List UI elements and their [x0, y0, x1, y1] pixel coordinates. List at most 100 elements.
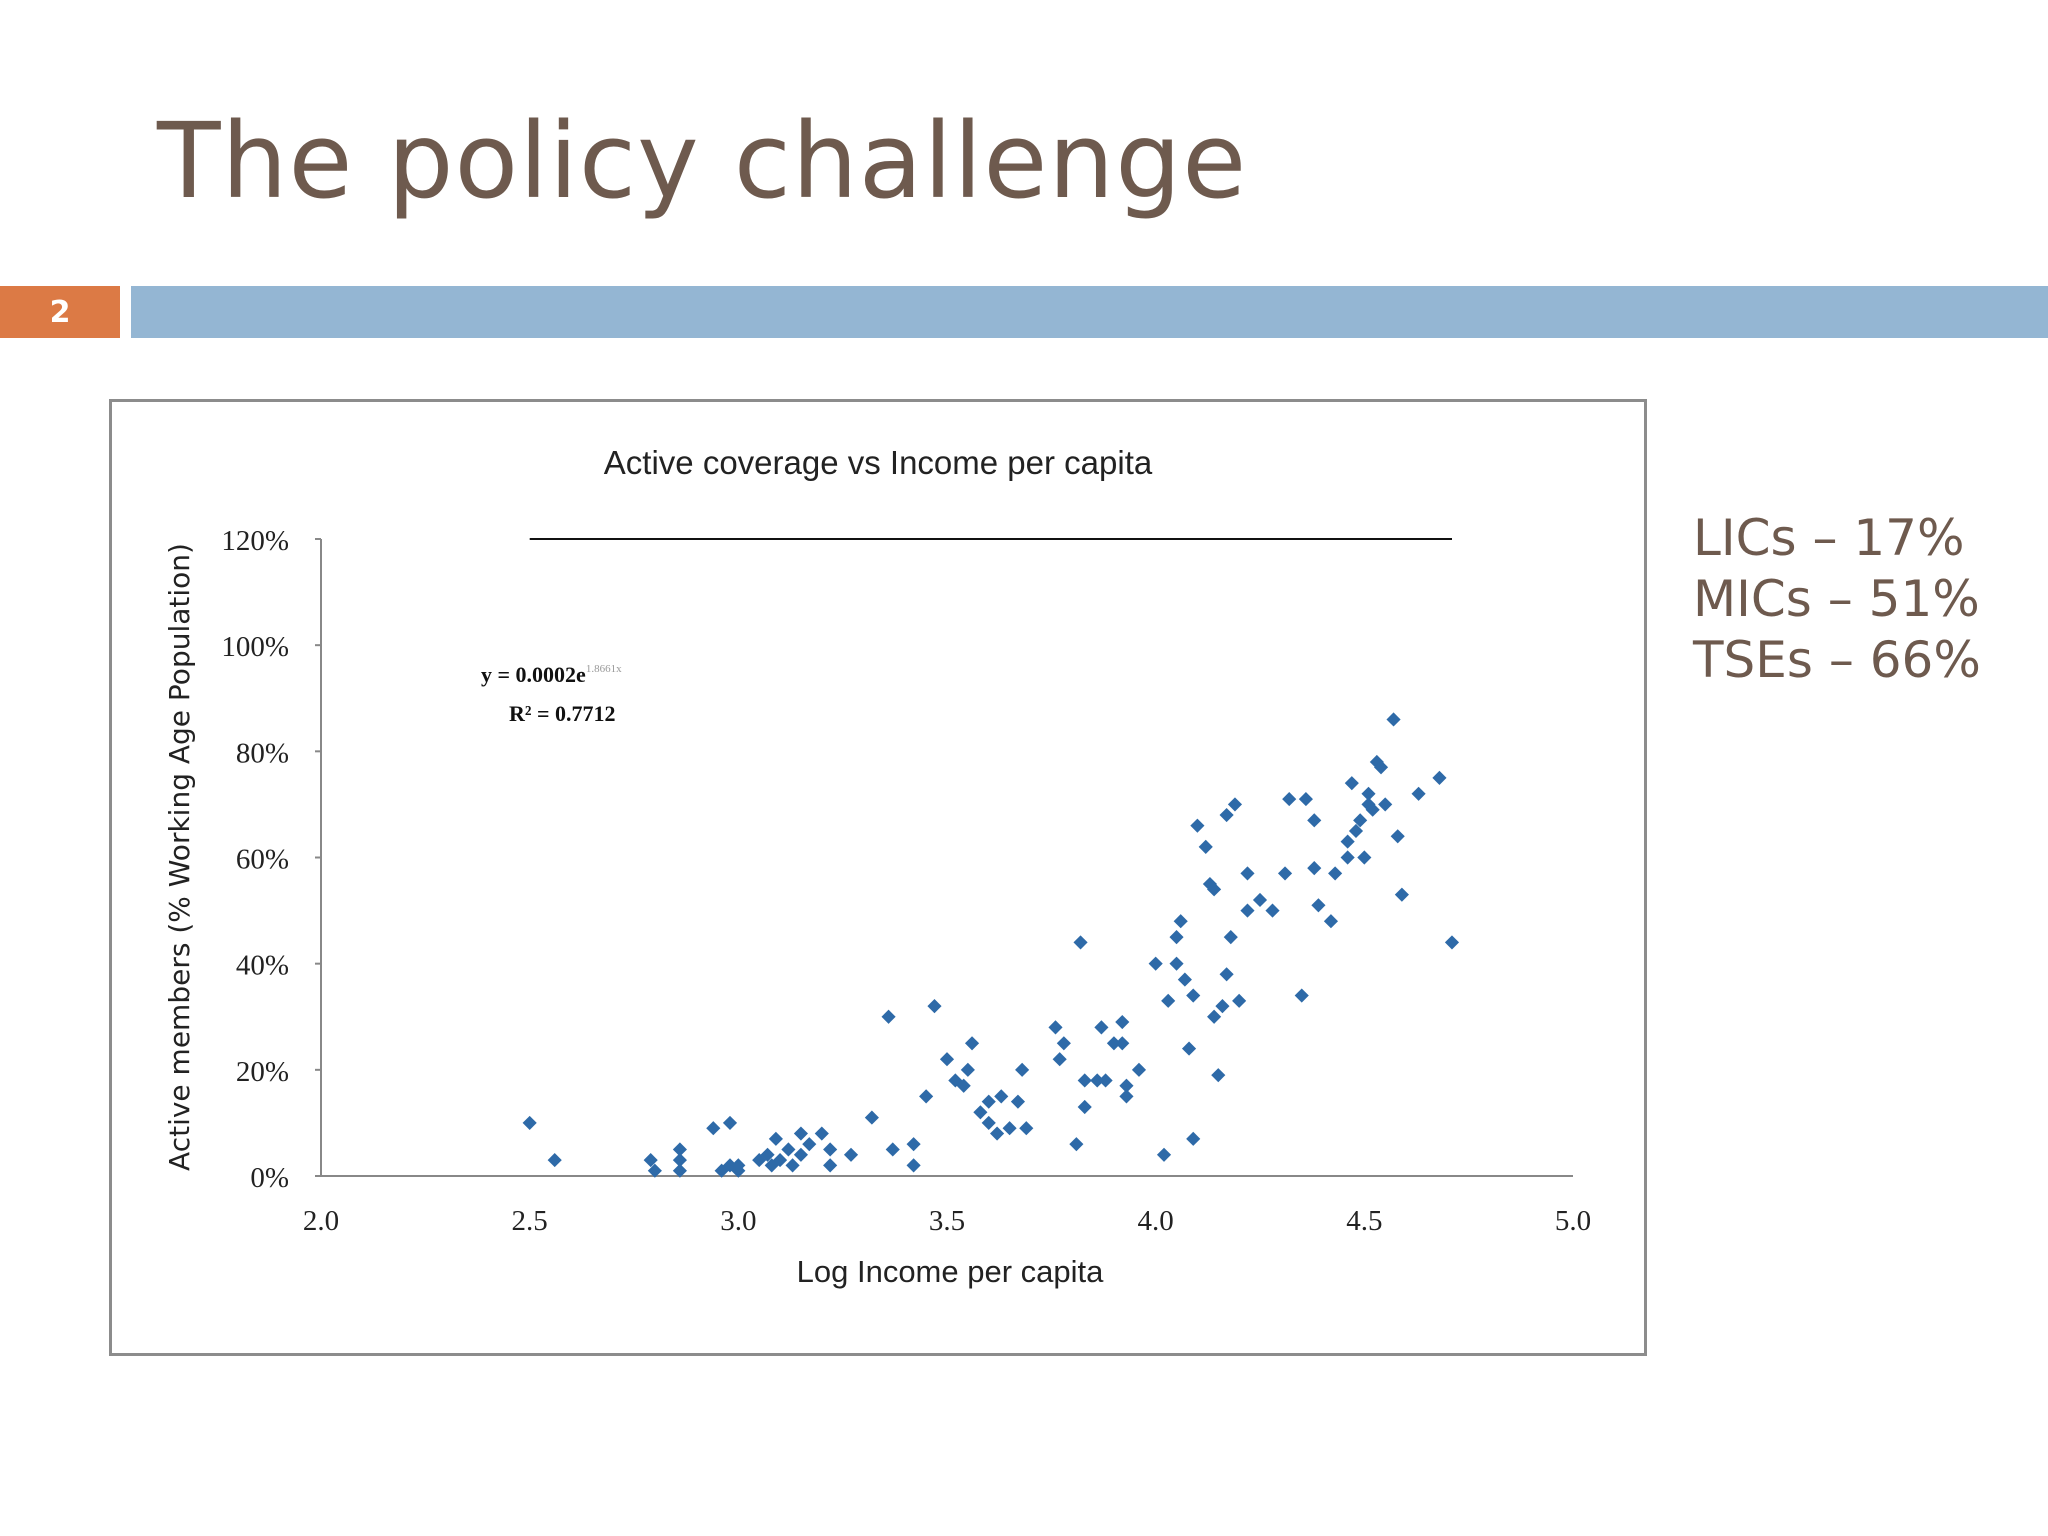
- data-point: [731, 1158, 746, 1173]
- data-points: [522, 712, 1460, 1178]
- data-point: [1411, 786, 1426, 801]
- x-tick-label: 3.5: [929, 1205, 965, 1237]
- data-point: [1048, 1020, 1063, 1035]
- data-point: [981, 1094, 996, 1109]
- stat-tses: TSEs – 66%: [1693, 631, 1981, 689]
- data-point: [1207, 1009, 1222, 1024]
- data-point: [1265, 903, 1280, 918]
- x-tick-label: 2.0: [303, 1205, 339, 1237]
- x-tick-label: 3.0: [720, 1205, 756, 1237]
- data-point: [1252, 892, 1268, 908]
- stat-lics: LICs – 17%: [1693, 509, 1965, 567]
- data-point: [793, 1126, 809, 1141]
- stat-mics: MICs – 51%: [1693, 570, 1980, 628]
- data-point: [814, 1126, 829, 1141]
- scatter-chart: Active coverage vs Income per capita Log…: [163, 444, 1591, 1289]
- data-point: [1052, 1052, 1067, 1067]
- data-point: [960, 1062, 975, 1077]
- data-point: [772, 1153, 788, 1168]
- data-point: [522, 1115, 537, 1130]
- data-point: [706, 1121, 721, 1136]
- data-point: [781, 1142, 796, 1157]
- data-point: [672, 1163, 687, 1178]
- y-axis-label: Active members (% Working Age Population…: [163, 543, 196, 1171]
- data-point: [1156, 1147, 1172, 1162]
- data-point: [1432, 770, 1447, 785]
- data-point: [1311, 898, 1326, 913]
- data-point: [643, 1153, 658, 1168]
- data-point: [768, 1131, 783, 1146]
- data-point: [1227, 797, 1243, 812]
- data-point: [906, 1158, 921, 1173]
- data-point: [981, 1115, 996, 1130]
- data-point: [1282, 792, 1297, 807]
- data-point: [1240, 866, 1255, 881]
- data-point: [1069, 1137, 1084, 1152]
- data-point: [927, 999, 942, 1014]
- data-point: [1348, 823, 1364, 839]
- data-point: [1344, 776, 1359, 791]
- data-point: [843, 1147, 859, 1162]
- data-point: [1131, 1062, 1147, 1077]
- axes: 0% 20% 40% 60% 80% 100% 120% 2.0 2.5 3.0 3.5 4.0 4.5…: [221, 525, 1591, 1237]
- data-point: [1161, 993, 1176, 1008]
- data-point: [864, 1110, 879, 1125]
- coverage-stats: LICs – 17% MICs – 51% TSEs – 66%: [1693, 508, 1981, 691]
- data-point: [1307, 861, 1322, 876]
- data-point: [1340, 850, 1355, 865]
- data-point: [939, 1052, 955, 1067]
- data-point: [1094, 1020, 1109, 1035]
- x-tick-label: 4.5: [1346, 1205, 1382, 1237]
- data-point: [1056, 1036, 1071, 1051]
- data-point: [1365, 802, 1380, 817]
- r-squared-label: R² = 0.7712: [509, 701, 616, 726]
- y-tick-label: 80%: [236, 737, 289, 769]
- data-point: [1298, 792, 1313, 807]
- data-point: [919, 1089, 934, 1104]
- data-point: [760, 1147, 775, 1162]
- y-tick-label: 40%: [236, 950, 289, 982]
- data-point: [1077, 1099, 1092, 1115]
- data-point: [1223, 930, 1238, 945]
- data-point: [1240, 903, 1255, 918]
- chart-frame: Active coverage vs Income per capita Log…: [109, 399, 1647, 1356]
- data-point: [973, 1105, 988, 1120]
- data-point: [1277, 866, 1293, 881]
- data-point: [1177, 972, 1192, 987]
- data-point: [1353, 813, 1368, 828]
- equation-exponent: 1.8661x: [586, 663, 622, 675]
- y-tick-label: 20%: [236, 1056, 289, 1088]
- header-bar: [131, 286, 2048, 338]
- data-point: [1190, 818, 1205, 833]
- data-point: [1232, 993, 1247, 1008]
- data-point: [823, 1142, 838, 1157]
- slide-number: 2: [0, 286, 120, 338]
- data-point: [1115, 1036, 1130, 1051]
- y-tick-label: 120%: [221, 525, 289, 557]
- data-point: [1002, 1121, 1017, 1136]
- y-tick-label: 100%: [221, 631, 289, 663]
- slide-title: The policy challenge: [157, 100, 1248, 222]
- data-point: [785, 1158, 800, 1173]
- data-point: [1211, 1068, 1226, 1083]
- chart-title: Active coverage vs Income per capita: [604, 444, 1153, 481]
- data-point: [1173, 914, 1188, 929]
- x-tick-label: 2.5: [512, 1205, 548, 1237]
- data-point: [1390, 829, 1405, 844]
- data-point: [956, 1078, 971, 1093]
- data-point: [1198, 839, 1213, 854]
- data-point: [1207, 882, 1222, 897]
- data-point: [885, 1142, 900, 1157]
- data-point: [1148, 956, 1163, 971]
- data-point: [1098, 1073, 1113, 1088]
- data-point: [802, 1137, 817, 1152]
- data-point: [1444, 935, 1460, 950]
- data-point: [1294, 988, 1309, 1003]
- data-point: [547, 1153, 562, 1168]
- data-point: [1119, 1089, 1134, 1104]
- data-point: [1181, 1041, 1197, 1056]
- data-point: [1186, 988, 1201, 1003]
- data-point: [1169, 956, 1184, 971]
- x-axis-label: Log Income per capita: [797, 1254, 1105, 1289]
- data-point: [1307, 813, 1322, 828]
